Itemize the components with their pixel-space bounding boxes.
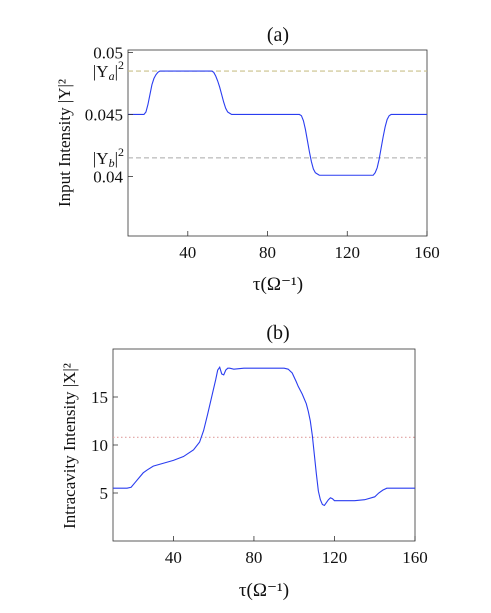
panel-b-x-ticks: 40 80 120 160 bbox=[165, 536, 428, 567]
panel-a-y-tick-label: 0.05 bbox=[93, 43, 123, 62]
panel-a-x-tick-label: 160 bbox=[414, 243, 440, 262]
panel-b: (b) 40 80 120 160 5 10 15 Intracavity Intensi… bbox=[60, 322, 428, 601]
panel-b-series-line bbox=[113, 365, 415, 507]
panel-b-y-tick-label: 5 bbox=[100, 484, 109, 503]
panel-a-x-tick-label: 40 bbox=[179, 243, 196, 262]
panel-a-x-ticks: 40 80 120 160 bbox=[179, 231, 440, 262]
panel-a-reference-line-label-0: |Ya|2 bbox=[93, 58, 124, 83]
panel-b-x-axis-label: τ(Ω⁻¹) bbox=[239, 580, 289, 601]
panel-b-x-tick-label: 80 bbox=[245, 548, 262, 567]
panel-b-x-tick-label: 120 bbox=[322, 548, 348, 567]
panel-a-title: (a) bbox=[267, 24, 289, 46]
panel-a-x-tick-label: 120 bbox=[335, 243, 361, 262]
panel-b-plot-frame bbox=[112, 348, 416, 542]
panel-a-plot-frame bbox=[127, 49, 428, 237]
panel-a-series-line bbox=[128, 70, 427, 176]
panel-a-x-axis-label: τ(Ω⁻¹) bbox=[253, 274, 303, 295]
panel-b-y-tick-label: 15 bbox=[91, 388, 108, 407]
panel-b-y-ticks: 5 10 15 bbox=[91, 388, 118, 503]
panel-a-y-tick-label: 0.045 bbox=[85, 105, 123, 124]
panel-a-refline-labels: |Ya|2 |Yb|2 bbox=[93, 58, 124, 170]
panel-a-x-tick-label: 80 bbox=[259, 243, 276, 262]
panel-b-x-tick-label: 160 bbox=[402, 548, 428, 567]
panel-a-reference-line-label-1: |Yb|2 bbox=[93, 145, 124, 170]
panel-b-x-tick-label: 40 bbox=[165, 548, 182, 567]
panel-b-title: (b) bbox=[266, 322, 289, 344]
panel-a-y-tick-label: 0.04 bbox=[93, 167, 123, 186]
panel-b-y-axis-label: Intracavity Intensity |X|² bbox=[60, 363, 79, 529]
panel-a-y-axis-label: Input Intensity |Y|² bbox=[55, 79, 74, 207]
panel-b-y-tick-label: 10 bbox=[91, 436, 108, 455]
panel-a-y-ticks: 0.04 0.045 0.05 bbox=[85, 43, 133, 186]
